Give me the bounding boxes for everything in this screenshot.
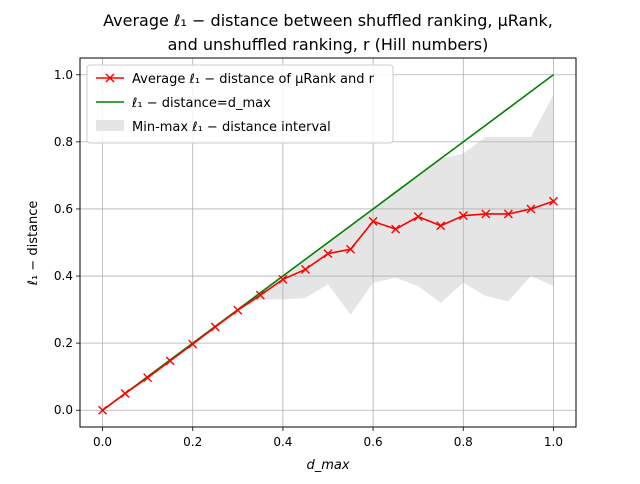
average-point-marker <box>368 216 378 226</box>
y-tick-label: 0.6 <box>54 202 73 216</box>
y-tick-label: 0.4 <box>54 269 73 283</box>
y-tick-label: 0.0 <box>54 403 73 417</box>
legend-average-marker <box>105 73 115 83</box>
average-point-marker <box>143 373 153 383</box>
average-point-marker <box>481 209 491 219</box>
average-point-marker <box>323 249 333 259</box>
legend-diagonal-label: ℓ₁ − distance=d_max <box>131 96 271 111</box>
average-point-marker <box>391 224 401 234</box>
chart-title-line2: and unshuffled ranking, r (Hill numbers) <box>168 35 489 54</box>
average-point-marker <box>503 209 513 219</box>
x-tick-label: 0.0 <box>93 435 112 449</box>
legend-average-label: Average ℓ₁ − distance of μRank and r <box>132 72 375 87</box>
average-point-marker <box>300 264 310 274</box>
x-tick-label: 0.6 <box>364 435 383 449</box>
axes-layer: 0.0 0.2 0.4 0.6 0.8 1.0 0.0 0.2 0.4 0.6 0.8 1.0 <box>54 57 577 449</box>
average-point-marker <box>233 305 243 315</box>
y-axis-label: ℓ₁ − distance <box>26 201 41 287</box>
plot-frame <box>79 57 577 428</box>
y-tick-label: 1.0 <box>54 68 73 82</box>
diagonal-series-line <box>102 74 554 411</box>
x-tick-label: 0.8 <box>454 435 473 449</box>
average-point-marker <box>548 196 558 206</box>
y-tick-label: 0.2 <box>54 336 73 350</box>
average-point-marker <box>458 211 468 221</box>
y-tick-label: 0.8 <box>54 135 73 149</box>
x-tick-label: 0.2 <box>183 435 202 449</box>
legend-band-label: Min-max ℓ₁ − distance interval <box>132 120 331 135</box>
x-tick-label: 0.4 <box>273 435 292 449</box>
legend-band-swatch <box>96 120 124 131</box>
average-point-marker <box>346 244 356 254</box>
average-point-marker <box>98 405 108 415</box>
average-point-marker <box>210 322 220 332</box>
series-layer <box>98 74 558 415</box>
average-point-marker <box>165 356 175 366</box>
average-point-marker <box>120 388 130 398</box>
x-tick-label: 1.0 <box>544 435 563 449</box>
average-point-marker <box>436 221 446 231</box>
legend-frame <box>86 64 394 144</box>
legend: Average ℓ₁ − distance of μRank and r ℓ₁ … <box>86 64 394 144</box>
average-point-marker <box>255 290 265 300</box>
average-point-marker <box>188 339 198 349</box>
average-point-marker <box>278 274 288 284</box>
average-point-marker <box>413 212 423 222</box>
min-max-band-layer <box>102 94 554 411</box>
x-axis-label: d_max <box>306 458 349 473</box>
average-point-marker <box>526 204 536 214</box>
min-max-band <box>102 94 554 411</box>
chart-title-line1: Average ℓ₁ − distance between shuffled r… <box>103 11 553 30</box>
